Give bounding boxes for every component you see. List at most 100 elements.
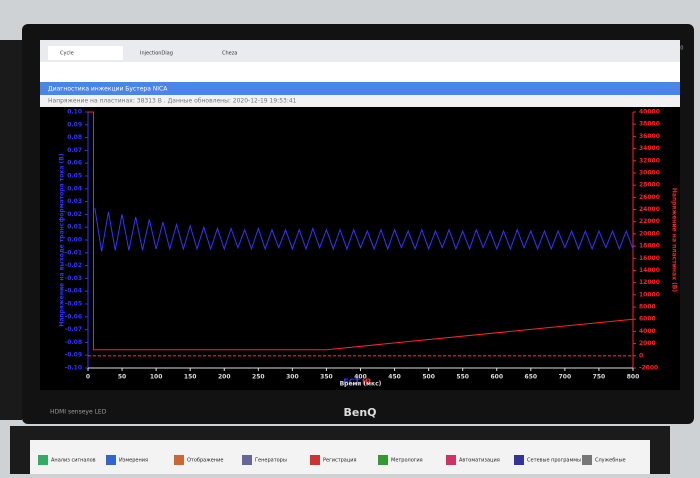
tab-label[interactable]: InjectionDiag — [140, 51, 173, 57]
series-line — [94, 207, 634, 252]
x-tick-label: 500 — [422, 374, 435, 381]
taskbar-label[interactable]: Автоматизация — [459, 458, 500, 464]
y-tick-label: 0.02 — [67, 211, 82, 218]
y-tick-label: -0.02 — [65, 262, 82, 269]
x-tick-label: 400 — [354, 374, 367, 381]
x-tick-label: 100 — [150, 374, 163, 381]
y2-tick-label: 20000 — [639, 230, 660, 237]
y-tick-label: -0.04 — [65, 288, 82, 295]
x-tick-label: 650 — [525, 374, 538, 381]
legend-entry[interactable]: IP — [362, 378, 371, 387]
y2-tick-label: 6000 — [639, 316, 656, 323]
x-axis-label: Время (мкс) — [340, 381, 382, 388]
status-bar — [40, 95, 680, 107]
y2-tick-label: 34000 — [639, 145, 660, 152]
y2-tick-label: 26000 — [639, 194, 660, 201]
y-tick-label: -0.05 — [65, 301, 82, 308]
y2-tick-label: 8000 — [639, 304, 656, 311]
browser-toolbar — [40, 62, 680, 82]
taskbar-label[interactable]: Регистрация — [323, 458, 357, 464]
x-tick-label: 800 — [627, 374, 640, 381]
taskbar-icon[interactable] — [582, 455, 592, 465]
x-tick-label: 0 — [86, 374, 90, 381]
y2-tick-label: 12000 — [639, 279, 660, 286]
x-tick-label: 50 — [118, 374, 126, 381]
y2-tick-label: 10000 — [639, 291, 660, 298]
taskbar-icon[interactable] — [310, 455, 320, 465]
y-tick-label: 0.10 — [67, 109, 82, 116]
taskbar-icon[interactable] — [446, 455, 456, 465]
x-tick-label: 700 — [559, 374, 572, 381]
y2-tick-label: 18000 — [639, 243, 660, 250]
y2-tick-label: 14000 — [639, 267, 660, 274]
taskbar-label[interactable]: Отображение — [187, 458, 223, 464]
page-header — [40, 82, 680, 95]
taskbar-label[interactable]: Сетевые программы — [527, 458, 581, 464]
y2-tick-label: 32000 — [639, 157, 660, 164]
taskbar — [30, 440, 650, 474]
y2-tick-label: 36000 — [639, 133, 660, 140]
y-tick-label: -0.08 — [65, 339, 82, 346]
taskbar-label[interactable]: Метрология — [391, 458, 423, 464]
y-tick-label: -0.06 — [65, 313, 82, 320]
taskbar-items: Анализ сигналов Измерения Отображение Генер… — [38, 455, 626, 465]
taskbar-label[interactable]: Измерения — [119, 458, 148, 464]
y2-tick-label: 0 — [639, 352, 643, 359]
y2-tick-label: 30000 — [639, 169, 660, 176]
y2-tick-label: 40000 — [639, 109, 660, 116]
y-tick-label: 0.07 — [67, 147, 82, 154]
y2-tick-label: 22000 — [639, 218, 660, 225]
side-monitor — [0, 40, 22, 420]
legend-entry[interactable]: FCT — [343, 378, 360, 387]
monitor-badge: HDMI senseye LED — [50, 409, 107, 416]
y2-tick-label: 16000 — [639, 255, 660, 262]
x-tick-label: 350 — [320, 374, 333, 381]
plot: 0.10 0.09 0.08 0.07 0.06 0.05 0.04 0.03 0.02 0.01… — [59, 109, 678, 388]
y-tick-label: 0.05 — [67, 173, 82, 180]
y-axis-label: Напряжение на выходе трансформатора тока… — [59, 153, 66, 326]
tab-label[interactable]: Cheza — [222, 51, 237, 57]
y2-tick-label: 24000 — [639, 206, 660, 213]
taskbar-icon[interactable] — [174, 455, 184, 465]
taskbar-icon[interactable] — [242, 455, 252, 465]
x-tick-label: 550 — [456, 374, 469, 381]
taskbar-icon[interactable] — [378, 455, 388, 465]
tab-label[interactable]: Cycle — [60, 51, 74, 57]
y-tick-label: -0.10 — [65, 365, 82, 372]
taskbar-label[interactable]: Служебные — [595, 458, 626, 464]
status-text: Напряжение на пластинах: 38313 В . Данны… — [48, 98, 297, 105]
x-tick-label: 150 — [184, 374, 197, 381]
y-tick-label: 0.06 — [67, 160, 82, 167]
y2-axis-label: Напряжение на пластинах (В) — [671, 188, 678, 292]
taskbar-icon[interactable] — [514, 455, 524, 465]
y-tick-label: 0.01 — [67, 224, 82, 231]
browser-tab[interactable] — [48, 46, 123, 60]
y2-tick-label: 28000 — [639, 182, 660, 189]
y2-tick-label: 4000 — [639, 328, 656, 335]
y-tick-label: -0.09 — [65, 352, 82, 359]
taskbar-label[interactable]: Генераторы — [255, 458, 287, 464]
y-tick-label: 0.08 — [67, 134, 82, 141]
series-line — [88, 111, 634, 351]
page-title: Диагностика инжекции Бустера NICA — [48, 86, 168, 93]
x-tick-label: 600 — [490, 374, 503, 381]
y2-tick-label: 2000 — [639, 340, 656, 347]
x-tick-label: 250 — [252, 374, 265, 381]
x-tick-label: 450 — [388, 374, 401, 381]
y-tick-label: -0.01 — [65, 249, 82, 256]
y-tick-label: 0.04 — [67, 185, 82, 192]
y-tick-label: -0.03 — [65, 275, 82, 282]
monitor-brand: BenQ — [343, 406, 376, 419]
taskbar-label[interactable]: Анализ сигналов — [51, 458, 96, 464]
y-tick-label: 0.09 — [67, 121, 82, 128]
y2-tick-label: -2000 — [639, 365, 658, 372]
taskbar-icon[interactable] — [106, 455, 116, 465]
x-tick-label: 300 — [286, 374, 299, 381]
x-tick-label: 750 — [593, 374, 606, 381]
y-tick-label: 0.03 — [67, 198, 82, 205]
taskbar-icon[interactable] — [38, 455, 48, 465]
y-tick-label: 0.00 — [67, 237, 82, 244]
y2-tick-label: 38000 — [639, 121, 660, 128]
